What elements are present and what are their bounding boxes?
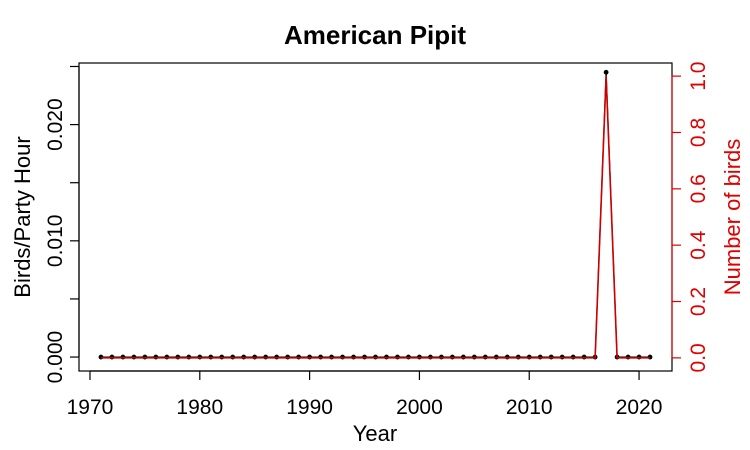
x-tick-label: 1980	[176, 396, 223, 419]
data-point	[482, 354, 488, 360]
data-point	[263, 354, 269, 360]
data-point	[395, 354, 400, 360]
data-point	[208, 354, 214, 360]
series-layer	[98, 69, 653, 360]
data-point	[636, 354, 642, 360]
data-point	[570, 354, 576, 360]
y-right-axis-label: Number of birds	[720, 139, 745, 296]
data-point	[581, 354, 587, 360]
data-point	[285, 354, 291, 360]
data-point	[559, 354, 565, 360]
data-point	[504, 354, 510, 360]
series-line-right	[100, 76, 651, 359]
x-tick-label: 1990	[286, 396, 333, 419]
data-point	[647, 354, 653, 360]
data-point	[98, 354, 104, 360]
y-right-tick-label: 0.8	[687, 118, 710, 147]
y-axis-label: Birds/Party Hour	[10, 136, 35, 297]
data-point	[340, 354, 345, 360]
data-point	[406, 354, 411, 360]
y-axis-right: 0.0 0.2 0.4 0.6 0.8 1.0	[671, 62, 710, 372]
data-point	[428, 354, 433, 360]
data-point	[417, 354, 422, 360]
data-point	[351, 354, 356, 360]
y-tick-label: 0.020	[44, 98, 67, 151]
data-point	[230, 354, 236, 360]
data-point	[164, 354, 170, 360]
x-tick-label: 2010	[506, 396, 553, 419]
data-point	[625, 354, 631, 360]
data-point	[526, 354, 532, 360]
data-point	[373, 354, 378, 360]
data-point	[307, 354, 313, 360]
data-point	[362, 354, 367, 360]
data-point	[438, 354, 444, 360]
data-point	[384, 354, 389, 360]
data-point	[515, 354, 521, 360]
data-point	[329, 354, 334, 360]
data-point	[252, 354, 258, 360]
y-right-tick-label: 0.6	[687, 174, 710, 203]
x-axis: 1970 1980 1990 2000 2010 2020	[67, 370, 663, 419]
data-point	[109, 354, 115, 360]
y-tick-label: 0.010	[44, 215, 67, 268]
data-point	[153, 354, 159, 360]
y-right-tick-label: 0.4	[687, 230, 710, 260]
data-point	[603, 69, 609, 75]
data-point	[175, 354, 181, 360]
x-tick-label: 2020	[616, 396, 663, 419]
data-point	[219, 354, 225, 360]
y-right-tick-label: 0.2	[687, 287, 710, 316]
data-point	[142, 354, 148, 360]
y-right-tick-label: 0.0	[687, 343, 710, 372]
series-line-left	[100, 72, 651, 358]
data-point	[460, 354, 466, 360]
data-point	[120, 354, 126, 360]
chart-title: American Pipit	[284, 20, 466, 50]
data-point	[131, 354, 137, 360]
data-point	[548, 354, 554, 360]
data-point	[274, 354, 280, 360]
x-axis-label: Year	[353, 421, 397, 446]
y-tick-label: 0.000	[44, 331, 67, 384]
data-point	[537, 354, 543, 360]
data-point	[241, 354, 247, 360]
data-point	[197, 354, 203, 360]
plot-frame	[78, 62, 673, 372]
data-point	[493, 354, 499, 360]
data-point	[186, 354, 192, 360]
data-point	[449, 354, 455, 360]
x-tick-label: 2000	[396, 396, 443, 419]
y-axis: 0.000 0.010 0.020	[44, 65, 80, 384]
data-point	[471, 354, 477, 360]
data-point	[296, 354, 302, 360]
data-point	[318, 354, 323, 360]
y-right-tick-label: 1.0	[687, 62, 710, 91]
x-tick-label: 1970	[67, 396, 114, 419]
